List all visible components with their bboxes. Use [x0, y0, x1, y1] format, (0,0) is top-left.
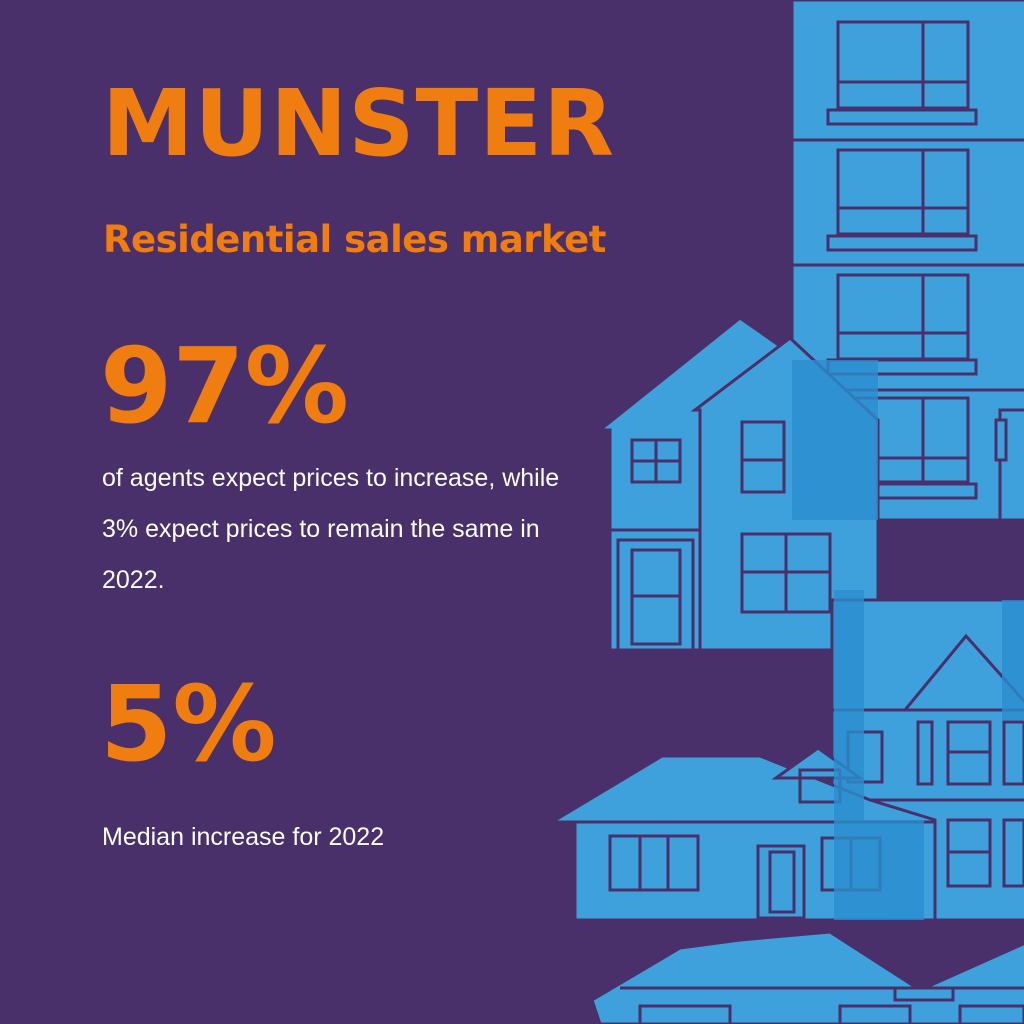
- stat-value-median-increase: 5%: [100, 663, 277, 785]
- stat-description-agents-expect-increase: of agents expect prices to increase, whi…: [102, 464, 560, 594]
- page-subtitle: Residential sales market: [103, 218, 606, 261]
- stat-description-median-increase: Median increase for 2022: [102, 823, 385, 851]
- page-title: MUNSTER: [102, 70, 615, 177]
- stat-value-agents-expect-increase: 97%: [100, 325, 349, 447]
- houses-and-apartment-illustration: [546, 0, 1024, 1024]
